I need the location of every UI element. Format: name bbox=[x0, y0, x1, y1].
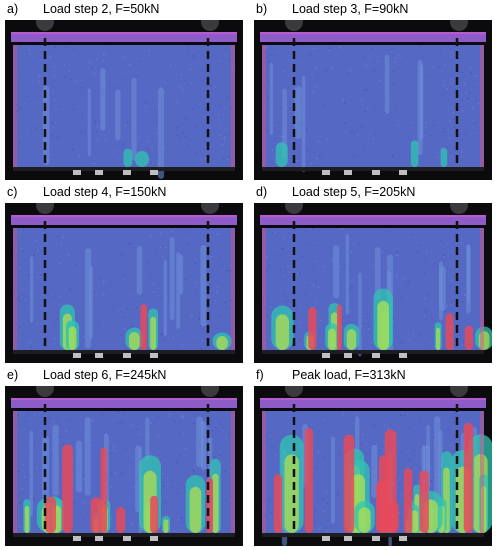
top-beam bbox=[11, 215, 237, 225]
sensor-marker bbox=[150, 170, 158, 175]
sensor-marker bbox=[123, 353, 131, 358]
support-roller bbox=[36, 203, 54, 214]
sensor-marker bbox=[372, 170, 380, 175]
panel-caption: e) Load step 6, F=245kN bbox=[7, 368, 241, 384]
panel-a: a) Load step 2, F=50kN bbox=[5, 0, 243, 180]
panel-letter: f) bbox=[256, 368, 264, 382]
sensor-marker bbox=[95, 353, 103, 358]
panel-title: Load step 4, F=150kN bbox=[43, 185, 167, 199]
panel-caption: b) Load step 3, F=90kN bbox=[256, 2, 490, 18]
strain-field-image bbox=[254, 20, 492, 180]
panel-letter: d) bbox=[256, 185, 268, 199]
wall-panel bbox=[13, 45, 235, 167]
support-roller bbox=[285, 20, 303, 31]
strain-field-image bbox=[5, 203, 243, 363]
support-roller bbox=[450, 203, 468, 214]
panel-title: Peak load, F=313kN bbox=[292, 368, 406, 382]
panel-c: c) Load step 4, F=150kN bbox=[5, 183, 243, 363]
support-roller bbox=[36, 386, 54, 397]
sensor-marker bbox=[123, 536, 131, 541]
strain-field-image bbox=[254, 386, 492, 546]
support-roller bbox=[36, 20, 54, 31]
sensor-marker bbox=[73, 170, 81, 175]
sensor-marker bbox=[344, 353, 352, 358]
support-roller bbox=[201, 386, 219, 397]
panel-title: Load step 2, F=50kN bbox=[43, 2, 160, 16]
panel-letter: c) bbox=[7, 185, 18, 199]
strain-field-image bbox=[5, 386, 243, 546]
sensor-marker bbox=[95, 536, 103, 541]
sensor-marker bbox=[344, 170, 352, 175]
panel-f: f) Peak load, F=313kN bbox=[254, 366, 492, 546]
support-roller bbox=[450, 386, 468, 397]
panel-caption: c) Load step 4, F=150kN bbox=[7, 185, 241, 201]
top-beam bbox=[260, 32, 486, 42]
support-roller bbox=[201, 203, 219, 214]
sensor-marker bbox=[322, 170, 330, 175]
panel-b: b) Load step 3, F=90kN bbox=[254, 0, 492, 180]
sensor-marker bbox=[322, 353, 330, 358]
strain-field-image bbox=[5, 20, 243, 180]
panel-caption: a) Load step 2, F=50kN bbox=[7, 2, 241, 18]
panel-e: e) Load step 6, F=245kN bbox=[5, 366, 243, 546]
support-roller bbox=[285, 203, 303, 214]
sensor-marker bbox=[73, 353, 81, 358]
sensor-marker bbox=[372, 536, 380, 541]
panel-title: Load step 3, F=90kN bbox=[292, 2, 409, 16]
sensor-marker bbox=[150, 536, 158, 541]
sensor-marker bbox=[399, 353, 407, 358]
panel-letter: a) bbox=[7, 2, 19, 16]
sensor-marker bbox=[123, 170, 131, 175]
sensor-marker bbox=[95, 170, 103, 175]
panel-title: Load step 6, F=245kN bbox=[43, 368, 167, 382]
support-roller bbox=[285, 386, 303, 397]
panel-letter: e) bbox=[7, 368, 19, 382]
strain-field-image bbox=[254, 203, 492, 363]
top-beam bbox=[11, 32, 237, 42]
panel-title: Load step 5, F=205kN bbox=[292, 185, 416, 199]
sensor-marker bbox=[344, 536, 352, 541]
sensor-marker bbox=[399, 170, 407, 175]
wall-panel bbox=[13, 228, 235, 350]
panel-caption: d) Load step 5, F=205kN bbox=[256, 185, 490, 201]
panel-letter: b) bbox=[256, 2, 268, 16]
sensor-marker bbox=[399, 536, 407, 541]
top-beam bbox=[260, 398, 486, 408]
sensor-marker bbox=[372, 353, 380, 358]
sensor-marker bbox=[322, 536, 330, 541]
top-beam bbox=[260, 215, 486, 225]
sensor-marker bbox=[150, 353, 158, 358]
sensor-marker bbox=[73, 536, 81, 541]
support-roller bbox=[201, 20, 219, 31]
panel-d: d) Load step 5, F=205kN bbox=[254, 183, 492, 363]
panel-caption: f) Peak load, F=313kN bbox=[256, 368, 490, 384]
support-roller bbox=[450, 20, 468, 31]
top-beam bbox=[11, 398, 237, 408]
